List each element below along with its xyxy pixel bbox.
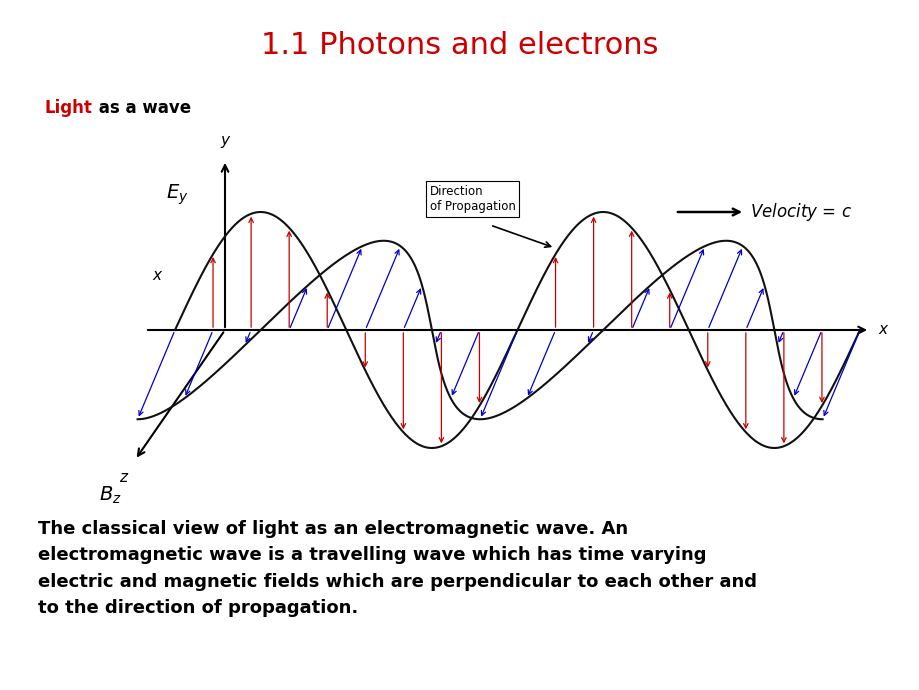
Text: $E_y$: $E_y$ [165, 183, 188, 207]
Text: $B_z$: $B_z$ [98, 484, 121, 506]
Text: The classical view of light as an electromagnetic wave. An
electromagnetic wave : The classical view of light as an electr… [38, 520, 756, 617]
Text: x: x [877, 322, 886, 337]
Text: z: z [119, 470, 127, 485]
Text: x: x [153, 268, 162, 282]
Text: Direction
of Propagation: Direction of Propagation [429, 185, 516, 213]
Text: Light: Light [45, 99, 93, 117]
Text: y: y [221, 133, 229, 148]
Text: 1.1 Photons and electrons: 1.1 Photons and electrons [261, 30, 658, 59]
Text: Velocity = $c$: Velocity = $c$ [749, 201, 851, 223]
Text: as a wave: as a wave [93, 99, 191, 117]
